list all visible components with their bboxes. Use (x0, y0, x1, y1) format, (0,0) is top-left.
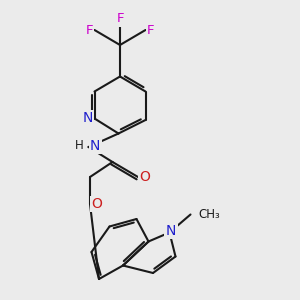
Text: CH₃: CH₃ (198, 208, 220, 221)
Text: N: N (166, 224, 176, 238)
Text: F: F (147, 23, 155, 37)
Text: O: O (139, 170, 150, 184)
Text: H: H (75, 139, 84, 152)
Text: O: O (91, 197, 102, 211)
Text: F: F (116, 12, 124, 26)
Text: F: F (85, 23, 93, 37)
Text: N: N (90, 139, 101, 152)
Text: N: N (83, 112, 93, 125)
